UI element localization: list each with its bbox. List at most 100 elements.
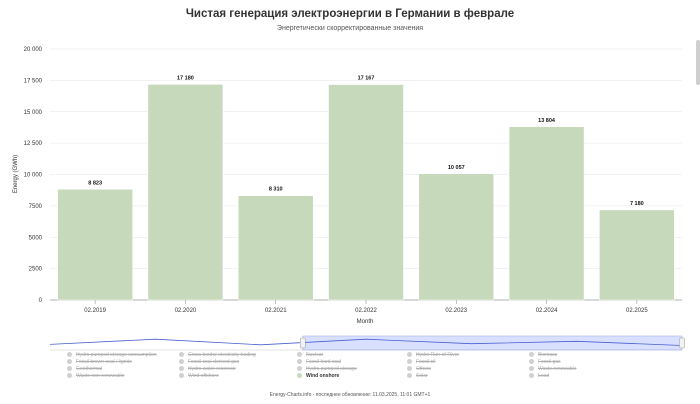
legend-item[interactable]: Hydro pumped storage (297, 366, 357, 372)
chart-canvas: 0 2500 5000 7500 10 000 12 500 15 000 17 500 20 … (13, 47, 685, 351)
x-axis-ticks: 02.2019 02.2020 02.2021 02.2022 02.2023 02.20… (84, 300, 648, 314)
x-tick-label: 02.2019 (84, 308, 106, 314)
bar-02.2019[interactable] (57, 189, 133, 301)
y-tick-label: 0 (39, 298, 43, 304)
bars-group: 8 823 17 180 8 310 17 167 10 057 13 804 7 180 (57, 75, 675, 301)
bar-02.2021[interactable] (237, 195, 314, 301)
legend-item[interactable]: Solar (407, 373, 428, 379)
legend-marker-icon (67, 366, 72, 372)
y-tick-label: 10 000 (24, 173, 43, 179)
legend-item[interactable]: Wind onshore (297, 373, 339, 379)
data-label: 17 180 (177, 75, 194, 81)
legend-marker-icon (407, 366, 412, 372)
bar-02.2024[interactable] (508, 126, 585, 301)
legend-marker-icon (179, 359, 184, 365)
legend-marker-icon (529, 366, 534, 372)
legend-marker-icon (67, 359, 72, 365)
legend-marker-icon (529, 373, 534, 379)
legend-marker-icon (179, 366, 184, 372)
bar-02.2022[interactable] (328, 84, 404, 301)
legend-marker-icon (529, 352, 534, 358)
legend-item[interactable]: Fossil oil (407, 359, 435, 365)
navigator-handle-right[interactable] (679, 337, 685, 349)
data-label: 8 310 (269, 187, 283, 193)
legend-marker-icon (179, 373, 184, 379)
data-label: 10 057 (448, 165, 465, 171)
y-axis-label: Energy (GWh) (13, 155, 19, 193)
navigator-series-line (49, 338, 683, 346)
bar-02.2020[interactable] (147, 84, 224, 301)
legend-item[interactable]: Fossil gas (529, 359, 561, 365)
data-label: 13 804 (538, 118, 556, 124)
y-tick-label: 17 500 (24, 78, 43, 84)
bar-02.2025[interactable] (599, 209, 675, 301)
x-tick-label: 02.2023 (445, 308, 467, 314)
legend-item-label: Hydro pumped storage consumption (76, 352, 157, 358)
legend-item-label: Fossil coal-derived gas (188, 359, 240, 365)
legend-item-label: Fossil gas (538, 359, 561, 365)
legend-item[interactable]: Fossil brown coal / lignite (67, 359, 132, 365)
legend-marker-icon (297, 352, 302, 358)
legend-item[interactable]: Fossil hard coal (297, 359, 341, 365)
legend-item-label: Solar (416, 373, 428, 379)
legend-marker-icon (297, 366, 302, 372)
y-tick-label: 12 500 (24, 141, 43, 147)
y-tick-label: 7500 (29, 204, 43, 210)
legend-item[interactable]: Hydro Run-of-River (407, 352, 459, 358)
legend-item[interactable]: Geothermal (67, 366, 102, 372)
chart-title: Чистая генерация электроэнергии в Герман… (185, 8, 515, 20)
legend-item-label: Fossil brown coal / lignite (76, 359, 132, 365)
legend-marker-icon (407, 373, 412, 379)
y-tick-label: 15 000 (24, 110, 43, 116)
x-tick-label: 02.2022 (355, 308, 377, 314)
data-label: 17 167 (358, 76, 375, 82)
legend-item[interactable]: Waste non-renewable (67, 373, 124, 379)
legend-item-label: Wind offshore (188, 373, 219, 379)
legend-marker-icon (407, 352, 412, 358)
y-tick-label: 5000 (29, 235, 43, 241)
legend-marker-icon (67, 373, 72, 379)
legend-item-label: Hydro pumped storage (306, 366, 357, 372)
y-tick-label: 20 000 (24, 47, 43, 53)
legend-item-label: Hydro Run-of-River (416, 352, 460, 358)
legend-item[interactable]: Others (407, 366, 431, 372)
bar-02.2023[interactable] (418, 173, 495, 301)
legend-item-label: Nuclear (306, 352, 324, 358)
legend-item-label: Others (416, 366, 432, 372)
navigator[interactable] (49, 335, 685, 351)
legend-item-label: Geothermal (76, 366, 103, 372)
legend-item[interactable]: Biomass (529, 352, 557, 358)
x-axis-label: Month (357, 319, 374, 325)
legend-item[interactable]: Hydro water reservoir (179, 366, 236, 372)
legend-item[interactable]: Fossil coal-derived gas (179, 359, 239, 365)
legend-item[interactable]: Hydro pumped storage consumption (67, 352, 157, 358)
legend-marker-icon (297, 373, 302, 379)
legend-item-label: Waste renewable (538, 366, 577, 372)
legend-item-label: Cross border electricity trading (188, 352, 256, 358)
legend-item-label: Fossil oil (416, 359, 436, 365)
x-tick-label: 02.2020 (175, 308, 197, 314)
legend-marker-icon (529, 359, 534, 365)
legend-item-label: Waste non-renewable (76, 373, 125, 379)
legend-item-label: Hydro water reservoir (188, 366, 236, 372)
x-tick-label: 02.2025 (626, 308, 648, 314)
y-tick-label: 2500 (29, 267, 43, 273)
legend-item[interactable]: Nuclear (297, 352, 323, 358)
legend-marker-icon (297, 359, 302, 365)
y-axis-ticks: 0 2500 5000 7500 10 000 12 500 15 000 17 500 20 … (24, 47, 43, 304)
navigator-handle-left[interactable] (300, 337, 306, 349)
legend-item-label: Fossil hard coal (306, 359, 342, 365)
legend-item-label: Biomass (538, 352, 558, 358)
x-tick-label: 02.2024 (536, 308, 558, 314)
legend-item[interactable]: Wind offshore (179, 373, 219, 379)
legend-item-label: Load (538, 373, 550, 379)
page-scrollbar[interactable] (696, 40, 700, 85)
legend-marker-icon (407, 359, 412, 365)
legend-item[interactable]: Cross border electricity trading (179, 352, 256, 358)
legend-item[interactable]: Load (529, 373, 549, 379)
legend-item[interactable]: Waste renewable (529, 366, 576, 372)
x-tick-label: 02.2021 (265, 308, 287, 314)
legend-item-label: Wind onshore (306, 373, 340, 379)
legend: Hydro pumped storage consumption Fossil b… (67, 352, 687, 384)
data-label: 8 823 (88, 180, 102, 186)
